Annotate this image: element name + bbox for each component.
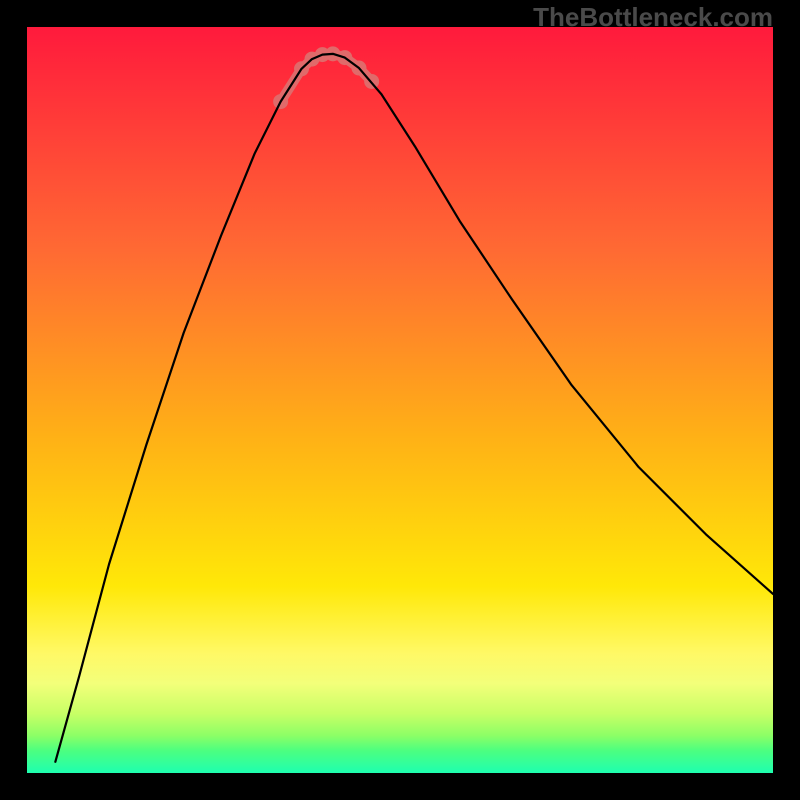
chart-canvas: TheBottleneck.com [0, 0, 800, 800]
watermark-text: TheBottleneck.com [533, 2, 773, 33]
plot-area [27, 27, 773, 773]
